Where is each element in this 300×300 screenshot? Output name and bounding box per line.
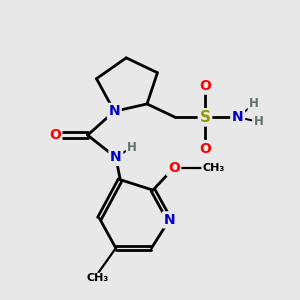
Text: CH₃: CH₃ [87, 273, 109, 283]
Text: O: O [168, 161, 180, 175]
Text: H: H [127, 140, 137, 154]
Text: O: O [199, 142, 211, 155]
Text: H: H [254, 115, 263, 128]
Text: S: S [200, 110, 211, 125]
Text: H: H [249, 98, 259, 110]
Text: CH₃: CH₃ [202, 163, 224, 173]
Text: N: N [164, 213, 175, 227]
Text: O: O [199, 79, 211, 93]
Text: O: O [49, 128, 61, 142]
Text: N: N [110, 150, 122, 164]
Text: N: N [232, 110, 244, 124]
Text: N: N [109, 104, 120, 118]
